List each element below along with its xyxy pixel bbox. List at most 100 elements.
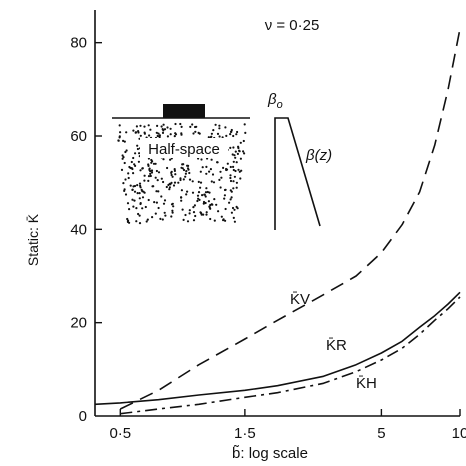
series-line-0 [119, 28, 461, 410]
stipple-dot [232, 146, 235, 149]
stipple-dot [235, 205, 238, 208]
stipple-dot [234, 156, 237, 159]
stipple-dot [158, 134, 161, 137]
stipple-dot [219, 186, 222, 189]
stipple-dot [173, 168, 176, 171]
y-tick-label: 60 [70, 128, 87, 145]
series-line-2 [120, 296, 461, 415]
stipple-dot [149, 128, 152, 131]
stipple-dot [129, 184, 132, 187]
stipple-dot [205, 172, 208, 175]
stipple-dot [126, 202, 130, 205]
stipple-dot [204, 201, 207, 205]
stipple-dot [174, 173, 177, 176]
stipple-dot [171, 175, 174, 178]
stipple-dot [213, 198, 216, 201]
stipple-dot [135, 220, 138, 223]
stipple-dot [125, 149, 128, 152]
stipple-dot [210, 132, 213, 135]
stipple-dot [123, 140, 126, 143]
stipple-dot [157, 132, 160, 135]
stipple-dot [192, 132, 195, 135]
stipple-dot [221, 136, 224, 139]
stipple-dot [164, 214, 167, 217]
stipple-dot [138, 182, 142, 185]
stipple-dot [234, 150, 237, 153]
stipple-dot [223, 197, 226, 200]
stipple-dot [224, 126, 227, 129]
stipple-dot [163, 128, 167, 131]
stipple-dot [157, 190, 160, 193]
stipple-dot [231, 153, 234, 156]
stipple-dot [232, 168, 235, 172]
y-tick-label: 40 [70, 221, 87, 238]
stipple-dot [139, 124, 142, 127]
stipple-dot [174, 132, 177, 135]
stipple-dot [127, 172, 130, 175]
stipple-dot [169, 127, 172, 130]
stipple-dot [149, 172, 152, 175]
beta-profile [274, 117, 321, 230]
stipple-dot [182, 178, 185, 181]
stipple-dot [131, 188, 134, 191]
stipple-dot [193, 204, 196, 207]
stipple-dot [152, 185, 155, 188]
stipple-dot [137, 130, 140, 133]
stipple-dot [133, 190, 137, 193]
stipple-dot [147, 179, 150, 182]
stipple-dot [160, 177, 163, 180]
stipple-dot [230, 130, 233, 133]
stipple-dot [128, 165, 131, 169]
inset-label-bg [140, 138, 228, 158]
stipple-dot [224, 219, 227, 222]
stipple-dot [137, 160, 140, 163]
stipple-dot [117, 139, 120, 142]
stipple-dot [134, 131, 138, 134]
stipple-dot [199, 181, 203, 184]
stipple-dot [166, 166, 169, 170]
y-tick-label: 0 [79, 408, 87, 425]
stipple-dot [133, 199, 136, 202]
chart-title: ν = 0·25 [265, 17, 320, 34]
stipple-dot [205, 187, 208, 190]
stipple-dot [167, 183, 170, 187]
series-label-kv: K̄V [290, 291, 310, 308]
stipple-dot [239, 177, 242, 180]
stipple-dot [212, 129, 215, 132]
series-label-kh: K̄H [356, 375, 377, 392]
stipple-dot [195, 125, 198, 128]
stipple-dot [182, 168, 186, 172]
stipple-dot [124, 150, 127, 154]
stipple-dot [188, 178, 192, 181]
stipple-dot [120, 168, 124, 171]
stipple-dot [158, 135, 161, 139]
y-tick-label: 80 [70, 35, 87, 52]
stipple-dot [121, 157, 124, 160]
stipple-dot [181, 163, 184, 166]
stipple-dot [189, 125, 192, 128]
stipple-dot [138, 197, 141, 200]
stipple-dot [132, 156, 135, 160]
stipple-dot [170, 215, 173, 218]
betaz-label: β(z) [305, 147, 332, 164]
stipple-dot [166, 126, 169, 129]
stipple-dot [150, 169, 154, 172]
stipple-dot [163, 199, 167, 202]
stipple-dot [166, 135, 169, 138]
stipple-dot [191, 180, 194, 183]
stipple-dot [210, 180, 213, 183]
stipple-dot [122, 156, 125, 159]
stipple-dot [211, 203, 214, 206]
stipple-dot [161, 128, 164, 131]
stipple-dot [229, 174, 232, 177]
stipple-dot [173, 169, 176, 172]
stipple-dot [157, 171, 161, 174]
stipple-dot [216, 132, 220, 135]
stipple-dot [145, 220, 148, 223]
axes [94, 10, 460, 417]
stipple-dot [148, 168, 151, 171]
stipple-dot [141, 167, 144, 170]
stipple-dot [180, 166, 183, 169]
stipple-dot [202, 202, 205, 205]
